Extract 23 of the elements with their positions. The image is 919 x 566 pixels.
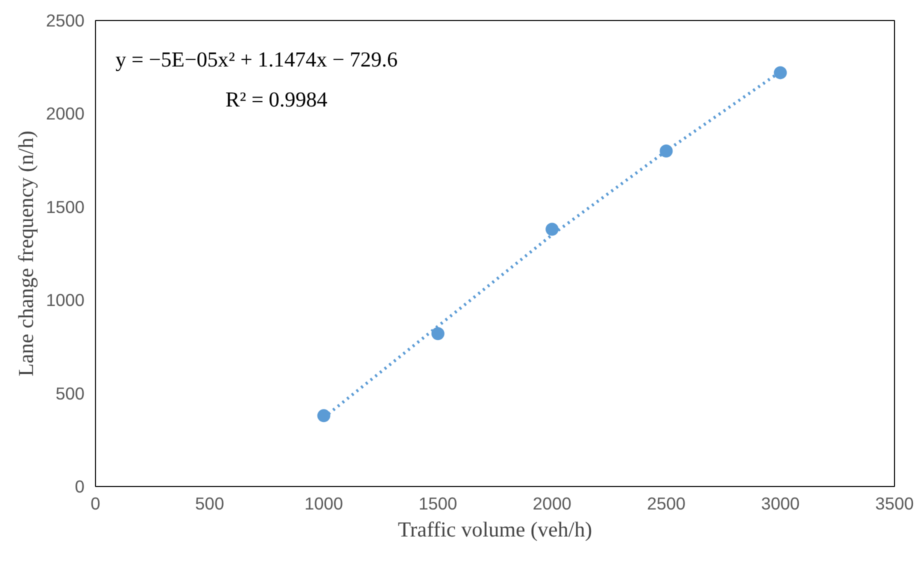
annotation: y = −5E−05x² + 1.1474x − 729.6 (116, 48, 398, 72)
x-tick-label: 2000 (532, 494, 572, 514)
x-axis-title: Traffic volume (veh/h) (398, 518, 592, 542)
y-tick-label: 2500 (46, 10, 85, 30)
point (431, 327, 444, 340)
y-tick-label: 0 (74, 476, 85, 496)
x-tick-label: 2500 (646, 494, 686, 514)
point (774, 66, 787, 80)
x-tick-label: 1500 (418, 494, 458, 514)
x-tick-label: 500 (195, 494, 224, 514)
x-tick-label: 3000 (761, 494, 800, 514)
y-tick-label: 2000 (46, 104, 85, 124)
point (546, 222, 559, 236)
y-tick-label: 1000 (46, 290, 85, 310)
y-tick-label: 1500 (46, 196, 85, 217)
point (660, 144, 673, 158)
x-tick-label: 1000 (304, 494, 344, 514)
y-tick-label: 500 (56, 383, 85, 404)
point (317, 409, 330, 422)
x-tick-label: 0 (90, 494, 100, 514)
annotation: R² = 0.9984 (226, 88, 328, 112)
x-tick-label: 3500 (875, 494, 914, 514)
y-axis-title: Lane change frequency (n/h) (14, 130, 38, 376)
